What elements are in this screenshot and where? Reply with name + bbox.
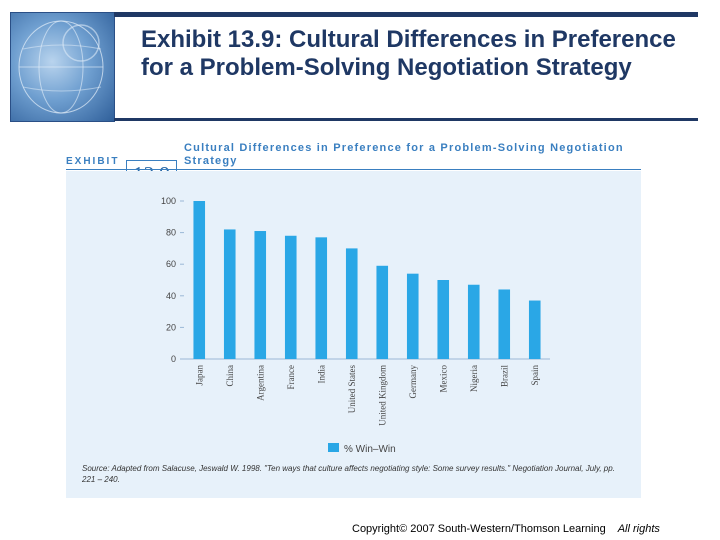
logo-globe-icon xyxy=(10,12,115,122)
bar-china xyxy=(223,229,236,359)
exhibit-label: EXHIBIT xyxy=(66,156,120,167)
y-tick-label-2: 40 xyxy=(166,291,176,301)
bar-india xyxy=(315,237,328,359)
x-tick-label-united-states: United States xyxy=(347,365,357,414)
legend-label: % Win–Win xyxy=(344,444,396,455)
x-tick-label-brazil: Brazil xyxy=(499,365,509,387)
bar-chart: 0 20 40 60 80 100 Japan China Argentina France Ind… xyxy=(161,196,550,455)
legend-swatch xyxy=(328,443,339,452)
x-tick-label-india: India xyxy=(316,365,326,384)
title-top-bar xyxy=(114,12,698,17)
chart-title: Cultural Differences in Preference for a… xyxy=(184,142,624,167)
bar-united-states xyxy=(345,248,358,359)
bar-united-kingdom xyxy=(376,265,389,359)
x-tick-label-france: France xyxy=(286,365,296,390)
bar-germany xyxy=(406,273,419,359)
x-tick-label-argentina: Argentina xyxy=(255,365,265,401)
x-tick-label-spain: Spain xyxy=(530,365,540,386)
bar-argentina xyxy=(254,231,267,359)
title-bottom-bar xyxy=(114,118,698,121)
y-tick-label-4: 80 xyxy=(166,228,176,238)
y-tick-label-1: 20 xyxy=(166,322,176,332)
bar-nigeria xyxy=(467,284,480,359)
copyright-line: Copyright© 2007 South-Western/Thomson Le… xyxy=(352,523,660,535)
x-tick-label-united-kingdom: United Kingdom xyxy=(377,365,387,426)
x-tick-label-mexico: Mexico xyxy=(438,365,448,393)
x-tick-label-germany: Germany xyxy=(408,365,418,399)
x-tick-label-nigeria: Nigeria xyxy=(469,365,479,392)
x-tick-label-japan: Japan xyxy=(194,365,204,386)
bar-mexico xyxy=(437,280,450,359)
slide-title: Exhibit 13.9: Cultural Differences in Pr… xyxy=(141,26,676,81)
globe-icon xyxy=(18,20,104,114)
copyright-text: Copyright© 2007 South-Western/Thomson Le… xyxy=(352,523,606,535)
rights-text: All rights xyxy=(617,523,660,535)
bar-brazil xyxy=(498,289,511,359)
exhibit-rule xyxy=(66,169,641,170)
y-tick-label-5: 100 xyxy=(161,196,176,206)
source-note: Source: Adapted from Salacuse, Jeswald W… xyxy=(82,464,615,484)
bar-japan xyxy=(193,201,206,359)
y-tick-label-0: 0 xyxy=(171,354,176,364)
chart-panel: 0 20 40 60 80 100 Japan China Argentina France Ind… xyxy=(66,171,641,498)
y-tick-label-3: 60 xyxy=(166,259,176,269)
bar-spain xyxy=(528,300,541,359)
bar-france xyxy=(284,235,297,359)
x-tick-label-china: China xyxy=(225,365,235,387)
